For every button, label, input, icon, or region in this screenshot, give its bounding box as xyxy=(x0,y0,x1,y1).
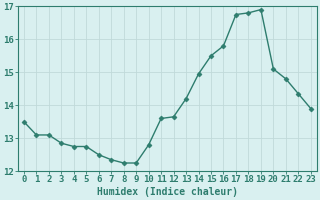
X-axis label: Humidex (Indice chaleur): Humidex (Indice chaleur) xyxy=(97,187,238,197)
